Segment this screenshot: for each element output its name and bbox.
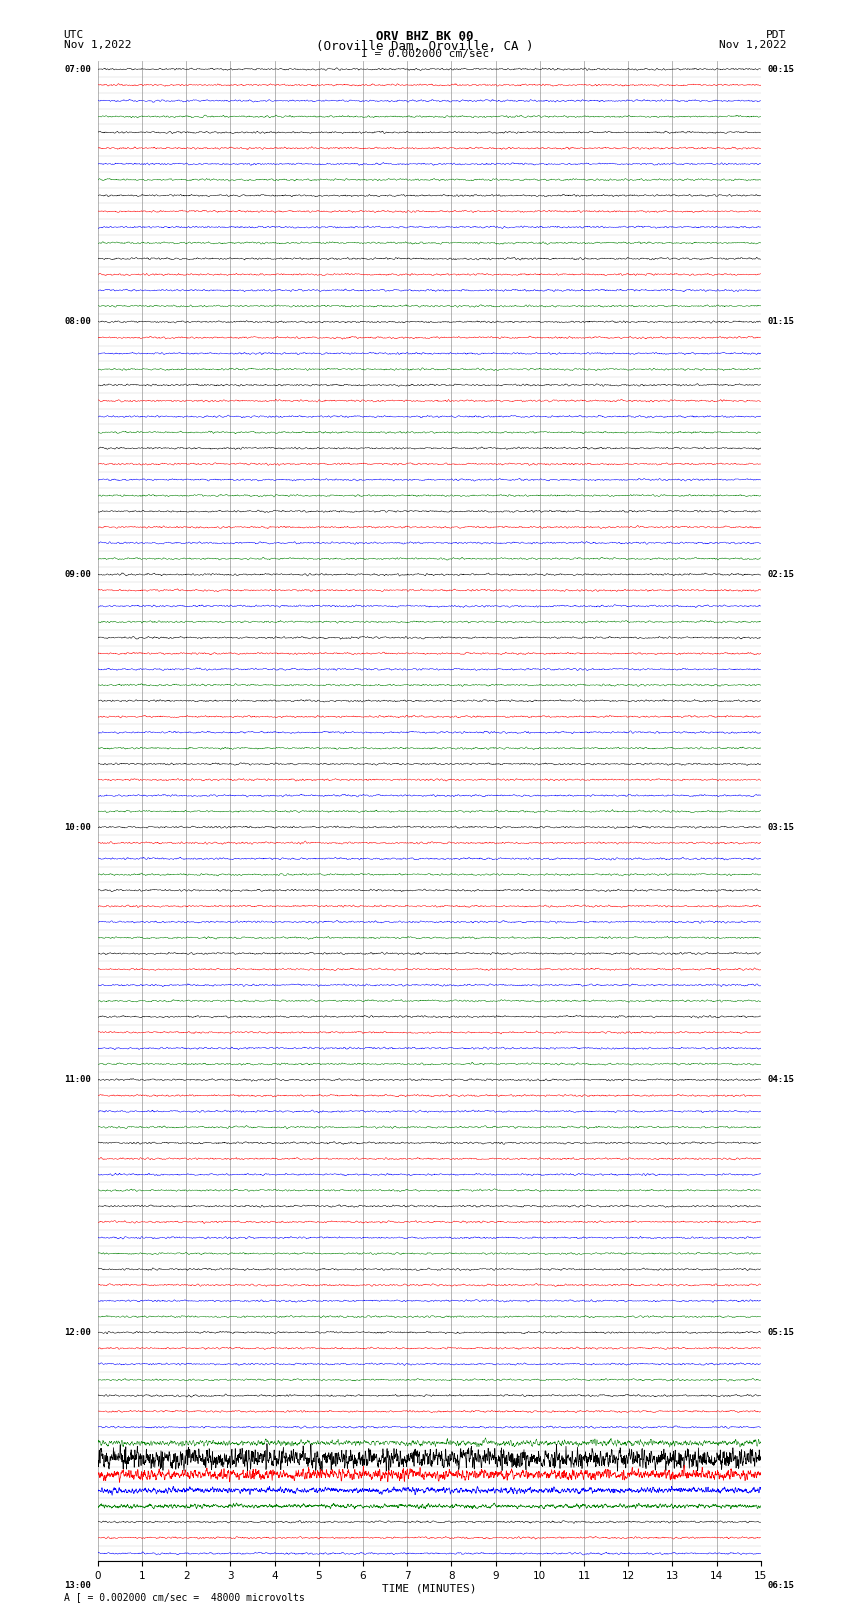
Text: 00:15: 00:15: [768, 65, 794, 74]
Text: 05:15: 05:15: [768, 1327, 794, 1337]
Text: 03:15: 03:15: [768, 823, 794, 832]
Text: PDT: PDT: [766, 31, 786, 40]
Text: 11:00: 11:00: [65, 1076, 91, 1084]
Text: ORV BHZ BK 00: ORV BHZ BK 00: [377, 31, 473, 44]
Text: 12:00: 12:00: [65, 1327, 91, 1337]
Text: Nov 1,2022: Nov 1,2022: [64, 39, 131, 50]
Text: 08:00: 08:00: [65, 318, 91, 326]
Text: 10:00: 10:00: [65, 823, 91, 832]
Text: I = 0.002000 cm/sec: I = 0.002000 cm/sec: [361, 50, 489, 60]
Text: Nov 1,2022: Nov 1,2022: [719, 39, 786, 50]
Text: (Oroville Dam, Oroville, CA ): (Oroville Dam, Oroville, CA ): [316, 39, 534, 53]
Text: 09:00: 09:00: [65, 569, 91, 579]
Text: A [ = 0.002000 cm/sec =  48000 microvolts: A [ = 0.002000 cm/sec = 48000 microvolts: [64, 1592, 304, 1603]
Text: 13:00: 13:00: [65, 1581, 91, 1589]
Text: 02:15: 02:15: [768, 569, 794, 579]
Text: 04:15: 04:15: [768, 1076, 794, 1084]
Text: UTC: UTC: [64, 31, 84, 40]
Text: 01:15: 01:15: [768, 318, 794, 326]
Text: 07:00: 07:00: [65, 65, 91, 74]
X-axis label: TIME (MINUTES): TIME (MINUTES): [382, 1584, 477, 1594]
Text: 06:15: 06:15: [768, 1581, 794, 1589]
